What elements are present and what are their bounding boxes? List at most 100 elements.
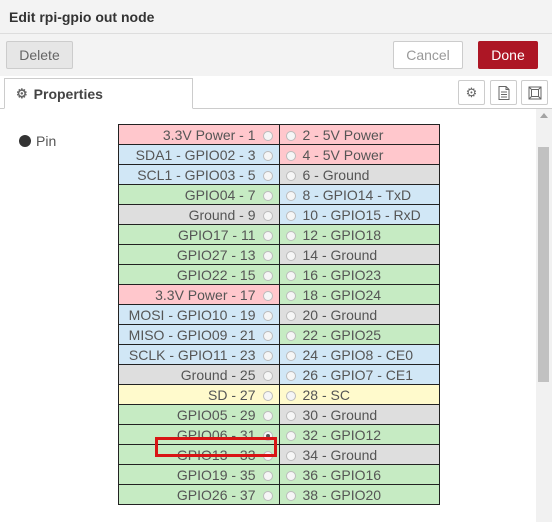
pin-radio[interactable] bbox=[262, 250, 273, 261]
pin-radio[interactable] bbox=[285, 190, 296, 201]
pin-cell-right[interactable]: 12 - GPIO18 bbox=[278, 224, 440, 245]
pin-cell-right[interactable]: 20 - Ground bbox=[278, 304, 440, 325]
pin-radio[interactable] bbox=[262, 170, 273, 181]
pin-cell-left[interactable]: MOSI - GPIO10 - 19 bbox=[118, 304, 280, 325]
pin-radio[interactable] bbox=[262, 490, 273, 501]
pin-radio[interactable] bbox=[262, 350, 273, 361]
pin-cell-left[interactable]: SDA1 - GPIO02 - 3 bbox=[118, 144, 280, 165]
pin-cell-left[interactable]: GPIO27 - 13 bbox=[118, 244, 280, 265]
pin-radio[interactable] bbox=[262, 210, 273, 221]
pin-radio[interactable] bbox=[262, 330, 273, 341]
pin-radio[interactable] bbox=[262, 470, 273, 481]
pin-radio[interactable] bbox=[285, 330, 296, 341]
pin-cell-left[interactable]: SCLK - GPIO11 - 23 bbox=[118, 344, 280, 365]
pin-cell-left[interactable]: 3.3V Power - 17 bbox=[118, 284, 280, 305]
pin-radio[interactable] bbox=[262, 270, 273, 281]
pin-radio[interactable] bbox=[262, 450, 273, 461]
pin-radio[interactable] bbox=[285, 390, 296, 401]
pin-radio[interactable] bbox=[285, 230, 296, 241]
pin-radio[interactable] bbox=[262, 290, 273, 301]
tab-properties[interactable]: ⚙ Properties bbox=[4, 78, 193, 109]
pin-radio[interactable] bbox=[285, 350, 296, 361]
pin-radio[interactable] bbox=[285, 170, 296, 181]
pin-radio[interactable] bbox=[285, 490, 296, 501]
pin-radio[interactable] bbox=[262, 230, 273, 241]
pin-cell-left[interactable]: Ground - 25 bbox=[118, 364, 280, 385]
pin-radio[interactable] bbox=[285, 310, 296, 321]
pin-row: MOSI - GPIO10 - 19 20 - Ground bbox=[118, 304, 440, 325]
scrollbar-thumb[interactable] bbox=[538, 147, 549, 382]
pin-label-left: 3.3V Power - 1 bbox=[162, 126, 256, 143]
pin-cell-right[interactable]: 18 - GPIO24 bbox=[278, 284, 440, 305]
pin-row: GPIO27 - 13 14 - Ground bbox=[118, 244, 440, 265]
pin-label-right: 10 - GPIO15 - RxD bbox=[302, 206, 421, 223]
pin-radio[interactable] bbox=[285, 450, 296, 461]
pin-radio[interactable] bbox=[285, 290, 296, 301]
pin-cell-left[interactable]: 3.3V Power - 1 bbox=[118, 124, 280, 145]
pin-cell-left[interactable]: SD - 27 bbox=[118, 384, 280, 405]
pin-cell-right[interactable]: 36 - GPIO16 bbox=[278, 464, 440, 485]
pin-radio[interactable] bbox=[262, 190, 273, 201]
pin-cell-right[interactable]: 8 - GPIO14 - TxD bbox=[278, 184, 440, 205]
scrollbar[interactable] bbox=[536, 109, 552, 522]
pin-cell-right[interactable]: 10 - GPIO15 - RxD bbox=[278, 204, 440, 225]
pin-radio[interactable] bbox=[262, 410, 273, 421]
pin-cell-right[interactable]: 26 - GPIO7 - CE1 bbox=[278, 364, 440, 385]
pin-cell-right[interactable]: 24 - GPIO8 - CE0 bbox=[278, 344, 440, 365]
pin-cell-right[interactable]: 28 - SC bbox=[278, 384, 440, 405]
pin-cell-right[interactable]: 38 - GPIO20 bbox=[278, 484, 440, 505]
pin-radio[interactable] bbox=[285, 150, 296, 161]
pin-label-left: GPIO04 - 7 bbox=[184, 186, 256, 203]
pin-radio[interactable] bbox=[262, 130, 273, 141]
pin-radio[interactable] bbox=[285, 430, 296, 441]
pin-cell-right[interactable]: 14 - Ground bbox=[278, 244, 440, 265]
pin-row: GPIO06 - 31 32 - GPIO12 bbox=[118, 424, 440, 445]
pin-cell-left[interactable]: SCL1 - GPIO03 - 5 bbox=[118, 164, 280, 185]
pin-radio[interactable] bbox=[262, 430, 273, 441]
pin-cell-right[interactable]: 32 - GPIO12 bbox=[278, 424, 440, 445]
pin-radio[interactable] bbox=[262, 150, 273, 161]
pin-radio[interactable] bbox=[262, 310, 273, 321]
pin-radio[interactable] bbox=[285, 270, 296, 281]
cancel-button[interactable]: Cancel bbox=[393, 41, 463, 69]
done-button[interactable]: Done bbox=[478, 41, 538, 69]
pin-cell-left[interactable]: GPIO22 - 15 bbox=[118, 264, 280, 285]
pin-cell-right[interactable]: 34 - Ground bbox=[278, 444, 440, 465]
pin-radio[interactable] bbox=[285, 210, 296, 221]
pin-radio[interactable] bbox=[262, 370, 273, 381]
pin-radio[interactable] bbox=[285, 470, 296, 481]
delete-button[interactable]: Delete bbox=[6, 41, 73, 69]
pin-cell-left[interactable]: Ground - 9 bbox=[118, 204, 280, 225]
pin-cell-right[interactable]: 6 - Ground bbox=[278, 164, 440, 185]
pin-label-right: 30 - Ground bbox=[302, 406, 378, 423]
pin-row: Ground - 25 26 - GPIO7 - CE1 bbox=[118, 364, 440, 385]
pin-cell-left[interactable]: MISO - GPIO09 - 21 bbox=[118, 324, 280, 345]
pin-cell-left[interactable]: GPIO05 - 29 bbox=[118, 404, 280, 425]
pin-cell-right[interactable]: 2 - 5V Power bbox=[278, 124, 440, 145]
pin-cell-left[interactable]: GPIO26 - 37 bbox=[118, 484, 280, 505]
pin-radio[interactable] bbox=[285, 410, 296, 421]
pin-radio[interactable] bbox=[285, 370, 296, 381]
pin-label-right: 4 - 5V Power bbox=[302, 146, 384, 163]
pin-cell-right[interactable]: 16 - GPIO23 bbox=[278, 264, 440, 285]
pin-radio[interactable] bbox=[285, 250, 296, 261]
node-settings-button[interactable]: ⚙ bbox=[458, 80, 485, 105]
pin-cell-right[interactable]: 30 - Ground bbox=[278, 404, 440, 425]
pin-cell-left[interactable]: GPIO17 - 11 bbox=[118, 224, 280, 245]
pin-cell-left[interactable]: GPIO04 - 7 bbox=[118, 184, 280, 205]
pin-label-left: GPIO26 - 37 bbox=[176, 486, 256, 503]
description-button[interactable] bbox=[490, 80, 517, 105]
pin-cell-right[interactable]: 4 - 5V Power bbox=[278, 144, 440, 165]
pin-label-right: 22 - GPIO25 bbox=[302, 326, 382, 343]
pin-row: SDA1 - GPIO02 - 3 4 - 5V Power bbox=[118, 144, 440, 165]
tabs-bar: ⚙ Properties ⚙ bbox=[0, 76, 552, 109]
pin-cell-left[interactable]: GPIO06 - 31 bbox=[118, 424, 280, 445]
pin-radio[interactable] bbox=[285, 130, 296, 141]
pin-cell-left[interactable]: GPIO19 - 35 bbox=[118, 464, 280, 485]
pin-radio[interactable] bbox=[262, 390, 273, 401]
scroll-up-icon[interactable] bbox=[540, 113, 548, 118]
appearance-button[interactable] bbox=[521, 80, 548, 105]
pin-cell-right[interactable]: 22 - GPIO25 bbox=[278, 324, 440, 345]
pin-row: MISO - GPIO09 - 21 22 - GPIO25 bbox=[118, 324, 440, 345]
pin-cell-left[interactable]: GPIO13 - 33 bbox=[118, 444, 280, 465]
